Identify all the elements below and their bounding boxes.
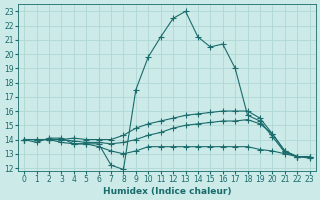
X-axis label: Humidex (Indice chaleur): Humidex (Indice chaleur) (103, 187, 231, 196)
